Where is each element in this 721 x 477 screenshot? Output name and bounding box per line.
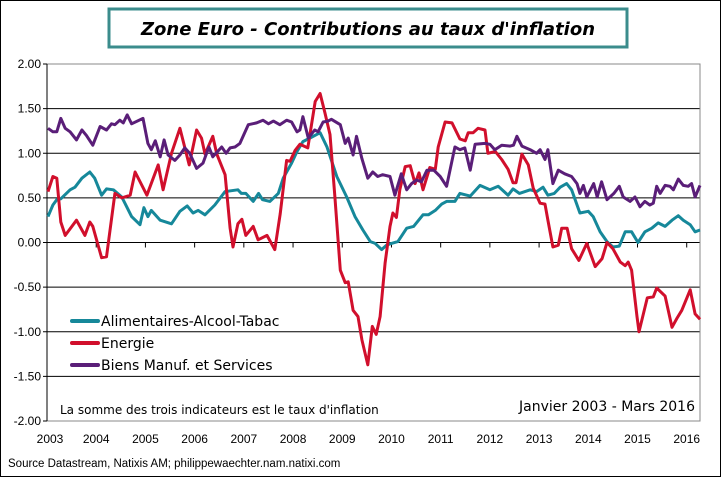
x-tick-label: 2003 [37, 432, 64, 446]
y-tick-label: -1.00 [14, 325, 42, 339]
x-tick-label: 2013 [526, 432, 553, 446]
x-tick-label: 2014 [575, 432, 602, 446]
x-tick-label: 2009 [329, 432, 356, 446]
y-tick-label: -2.00 [14, 414, 42, 428]
y-tick-label: 2.00 [18, 57, 42, 71]
x-tick-label: 2011 [428, 432, 454, 446]
annotation-text: La somme des trois indicateurs est le ta… [60, 403, 379, 417]
x-axis: 2003 2004 2005 2006 2007 2008 2009 2010 2011 2012… [37, 64, 700, 446]
y-tick-label: 0.50 [18, 191, 42, 205]
x-tick-label: 2005 [132, 432, 159, 446]
y-tick-label: -1.50 [14, 369, 42, 383]
legend-label: Alimentaires-Alcool-Tabac [101, 314, 279, 330]
gridlines [47, 108, 700, 377]
series-line-0 [46, 131, 701, 252]
legend-label: Biens Manuf. et Services [101, 358, 273, 374]
x-tick-label: 2007 [230, 432, 257, 446]
y-tick-label: 1.00 [18, 146, 42, 160]
series-line-2 [47, 113, 702, 209]
y-tick-label: 1.50 [18, 102, 42, 116]
y-tick-label: -0.50 [14, 280, 42, 294]
chart-title: Zone Euro - Contributions au taux d'infl… [140, 19, 595, 40]
x-tick-label: 2006 [181, 432, 208, 446]
x-tick-label: 2010 [378, 432, 405, 446]
y-tick-label: 0.00 [18, 236, 42, 250]
y-axis: 2.00 1.50 1.00 0.50 0.00 -0.50 -1.00 -1.50 -2.00 [14, 57, 47, 428]
x-tick-label: 2015 [624, 432, 651, 446]
legend: Alimentaires-Alcool-Tabac Energie Biens Ma… [70, 314, 279, 374]
x-tick-label: 2004 [83, 432, 110, 446]
series-lines [46, 92, 702, 367]
title-box [107, 7, 629, 49]
legend-label: Energie [101, 336, 154, 352]
x-tick-label: 2012 [477, 432, 504, 446]
x-tick-label: 2016 [673, 432, 700, 446]
period-label: Janvier 2003 - Mars 2016 [518, 399, 695, 415]
source-text: Source Datastream, Natixis AM; philippew… [8, 458, 340, 470]
x-tick-label: 2008 [280, 432, 307, 446]
series-line-1 [46, 92, 702, 367]
